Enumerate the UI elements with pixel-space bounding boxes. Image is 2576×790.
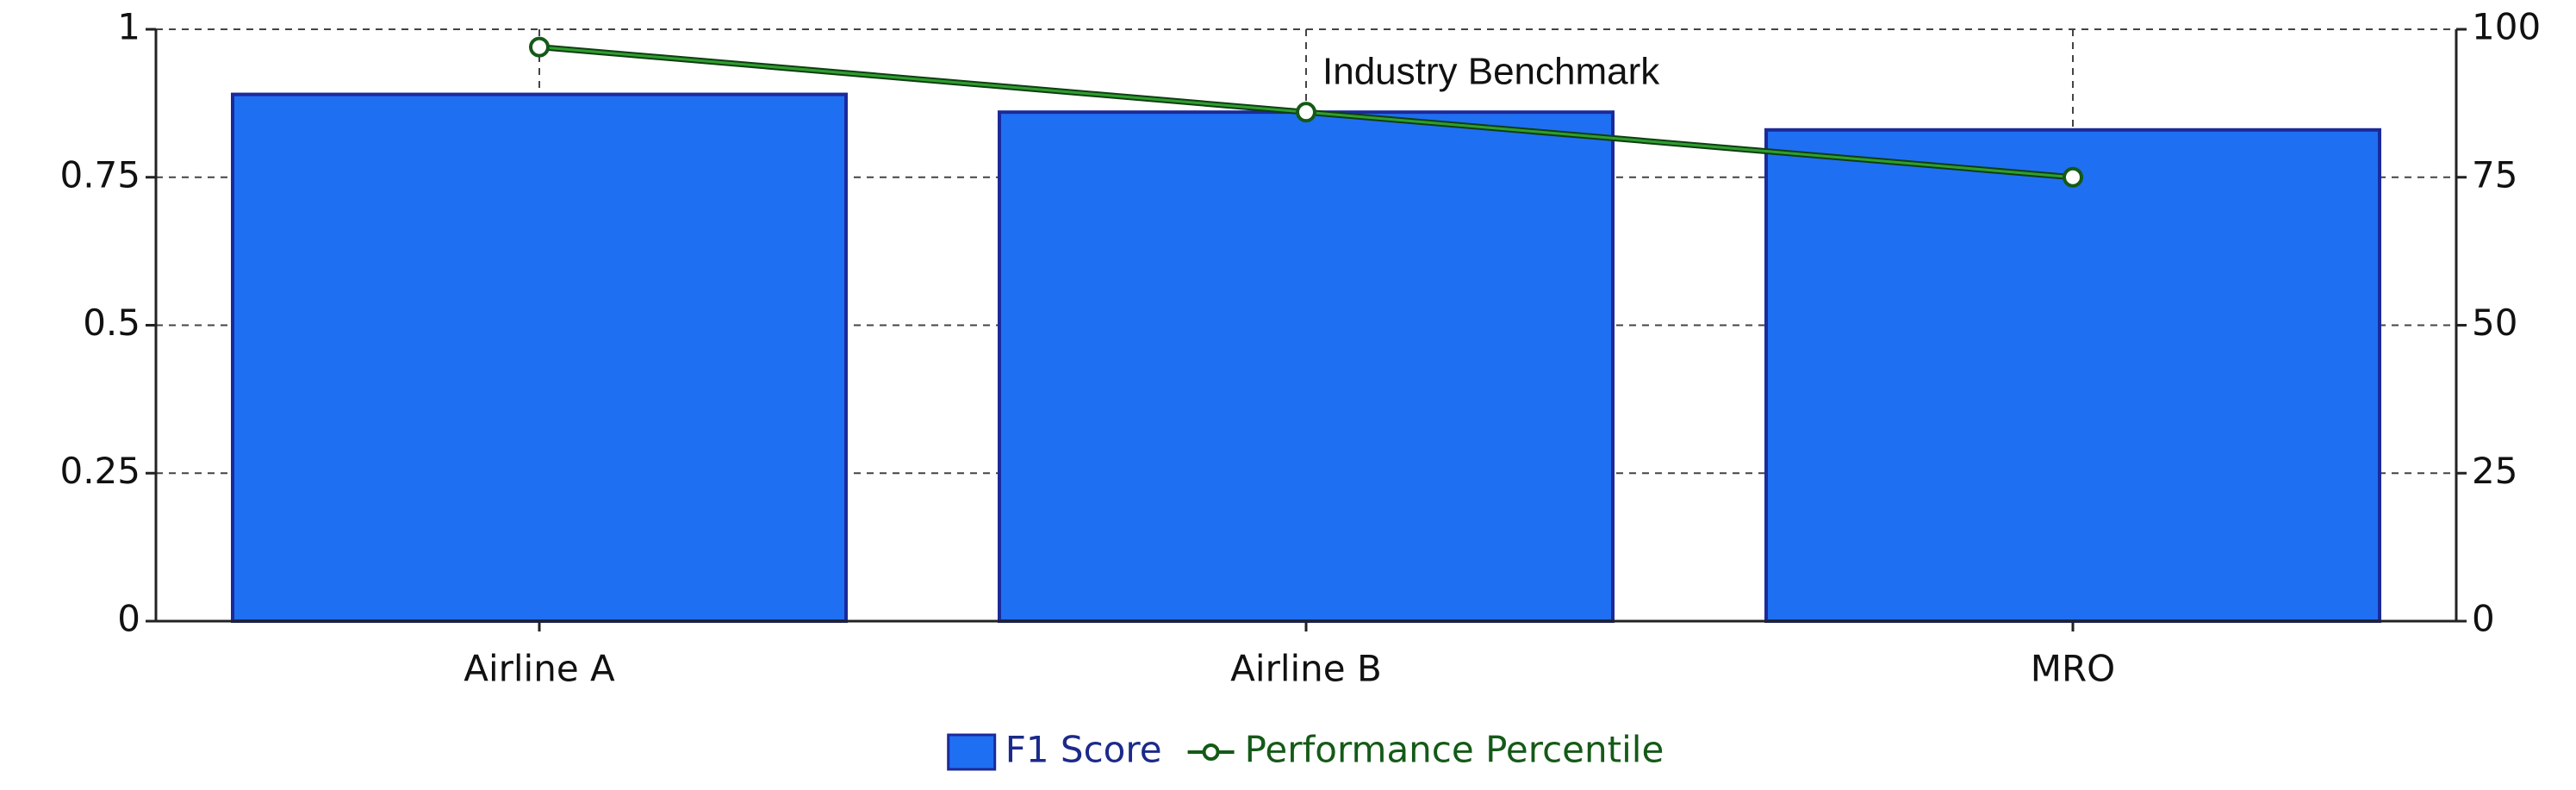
y2-tick-label: 25 (2472, 450, 2517, 492)
line-marker (1296, 102, 1316, 123)
legend: F1 Score Performance Percentile (947, 729, 1664, 771)
y-tick-label: 0 (117, 598, 140, 640)
bar (998, 110, 1615, 623)
y-tick-label: 0.5 (83, 302, 140, 344)
x-tick-label: MRO (2031, 648, 2115, 690)
bar (231, 92, 848, 623)
legend-marker (1202, 743, 1220, 761)
y-tick-label: 1 (117, 6, 140, 48)
legend-label: Performance Percentile (1245, 729, 1664, 771)
x-tick-label: Airline B (1230, 648, 1382, 690)
annotation: Industry Benchmark (1322, 51, 1660, 93)
y2-tick-label: 0 (2472, 598, 2495, 640)
y-tick-label: 0.75 (59, 153, 140, 196)
y2-tick-label: 50 (2472, 302, 2517, 344)
legend-label: F1 Score (1005, 729, 1162, 771)
legend-swatch (947, 733, 997, 771)
x-tick-label: Airline A (464, 648, 615, 690)
line-marker (2063, 166, 2083, 188)
y2-tick-label: 75 (2472, 153, 2517, 196)
bar (1764, 128, 2381, 624)
y-tick-label: 0.25 (59, 450, 140, 492)
y2-tick-label: 100 (2472, 6, 2541, 48)
line-marker (529, 36, 550, 58)
